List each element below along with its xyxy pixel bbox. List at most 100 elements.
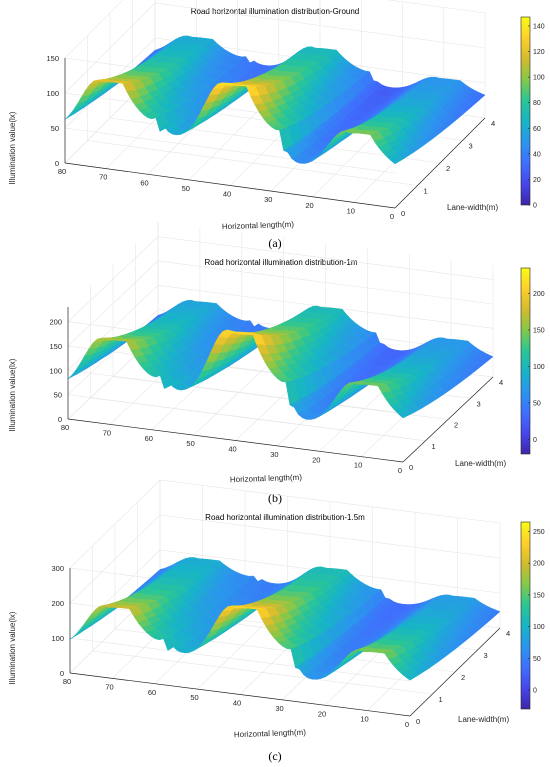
- y-axis-label: Lane-width(m): [458, 715, 509, 724]
- y-axis-label: Lane-width(m): [455, 459, 506, 468]
- x-tick-label: 10: [354, 461, 362, 470]
- x-tick-label: 30: [264, 195, 272, 204]
- colorbar-tick-label: 0: [533, 437, 537, 444]
- colorbar: 0 50 100 150 200 250: [520, 521, 545, 710]
- colorbar-tick-label: 40: [533, 151, 541, 158]
- colorbar-tick-label: 100: [533, 624, 545, 631]
- x-tick-label: 70: [103, 428, 111, 437]
- x-tick-label: 80: [63, 677, 71, 686]
- y-axis-line: [409, 627, 501, 717]
- y-tick-label: 0: [416, 717, 420, 726]
- illumination-surface: [69, 557, 501, 681]
- z-tick-label: 50: [54, 391, 62, 400]
- colorbar-gradient: [520, 16, 531, 206]
- x-tick-label: 30: [270, 450, 278, 459]
- z-tick-label: 50: [51, 124, 59, 133]
- colorbar-tick-label: 0: [533, 203, 537, 210]
- y-tick-label: 3: [469, 142, 473, 151]
- z-axis-label: Illumination value(lx): [8, 611, 17, 684]
- z-tick-label: 150: [49, 342, 62, 351]
- colorbar-tick-label: 0: [533, 688, 537, 695]
- x-tick-label: 40: [233, 699, 241, 708]
- z-tick-label: 300: [51, 564, 64, 573]
- x-tick-label: 80: [61, 423, 69, 432]
- surface-cell: [405, 671, 420, 681]
- illumination-surface: [64, 35, 486, 165]
- colorbar-tick-label: 200: [533, 291, 545, 298]
- z-tick-label: 0: [55, 159, 59, 168]
- y-axis-line: [394, 117, 486, 209]
- y-axis-label: Lane-width(m): [447, 203, 498, 212]
- y-tick-label: 0: [409, 463, 413, 472]
- x-tick-label: 40: [223, 190, 231, 199]
- z-tick-label: 100: [49, 366, 62, 375]
- y-tick-label: 3: [484, 651, 488, 660]
- colorbar-tick-label: 140: [533, 24, 545, 31]
- surface-cell: [398, 410, 413, 419]
- y-tick-label: 2: [446, 164, 450, 173]
- y-tick-label: 4: [491, 119, 495, 128]
- x-axis-label: Horizontal length(m): [234, 728, 307, 740]
- x-tick-label: 10: [347, 206, 355, 215]
- x-tick-label: 20: [312, 455, 320, 464]
- colorbar-tick-label: 50: [533, 400, 541, 407]
- z-tick-label: 100: [51, 634, 64, 643]
- y-tick-label: 1: [439, 695, 443, 704]
- colorbar-tick-label: 20: [533, 177, 541, 184]
- panel-label: (a): [268, 236, 281, 250]
- colorbar: 0 50 100 150 200: [520, 267, 545, 455]
- x-tick-label: 50: [186, 439, 194, 448]
- x-tick-label: 30: [275, 704, 283, 713]
- x-tick-label: 10: [360, 715, 368, 724]
- y-tick-label: 4: [506, 629, 510, 638]
- x-tick-label: 0: [390, 212, 394, 221]
- grid-line-z: [69, 514, 501, 647]
- y-tick-label: 2: [461, 673, 465, 682]
- colorbar: 0 20 40 60 80 100 120 140: [520, 16, 545, 210]
- x-tick-label: 50: [190, 693, 198, 702]
- x-tick-label: 60: [148, 688, 156, 697]
- colorbar-gradient: [520, 267, 531, 455]
- x-tick-label: 60: [140, 178, 148, 187]
- colorbar-tick-label: 120: [533, 49, 545, 56]
- x-tick-label: 20: [318, 709, 326, 718]
- colorbar-tick-label: 50: [533, 656, 541, 663]
- y-axis-line: [402, 376, 494, 463]
- z-tick-label: 0: [58, 415, 62, 424]
- colorbar-tick-label: 100: [533, 364, 545, 371]
- z-axis-label: Illumination value(lx): [8, 358, 17, 431]
- grid-line-z: [67, 284, 494, 414]
- chart-panel-b: Road horizontal illumination distributio…: [8, 222, 545, 505]
- z-tick-label: 100: [46, 89, 59, 98]
- illumination-surface: [67, 300, 494, 420]
- y-tick-label: 4: [499, 378, 503, 387]
- y-tick-label: 1: [424, 187, 428, 196]
- x-tick-label: 0: [398, 466, 402, 475]
- x-tick-label: 80: [58, 167, 66, 176]
- chart-title: Road horizontal illumination distributio…: [205, 513, 365, 522]
- panel-label: (c): [268, 749, 281, 763]
- x-tick-label: 20: [305, 201, 313, 210]
- z-tick-label: 150: [46, 54, 59, 63]
- chart-panel-c: Road horizontal illumination distributio…: [8, 479, 545, 763]
- chart-panel-a: Road horizontal illumination distributio…: [8, 0, 545, 250]
- colorbar-tick-label: 150: [533, 328, 545, 335]
- y-tick-label: 0: [401, 209, 405, 218]
- colorbar-tick-label: 60: [533, 126, 541, 133]
- colorbar-tick-label: 100: [533, 75, 545, 82]
- x-axis-line: [69, 672, 411, 717]
- grid-line-z: [67, 260, 494, 390]
- x-axis-label: Horizontal length(m): [222, 220, 295, 232]
- colorbar-tick-label: 80: [533, 100, 541, 107]
- colorbar-tick-label: 250: [533, 529, 545, 536]
- chart-title: Road horizontal illumination distributio…: [191, 7, 360, 16]
- x-tick-label: 40: [228, 445, 236, 454]
- x-tick-label: 70: [99, 173, 107, 182]
- y-tick-label: 3: [477, 399, 481, 408]
- x-axis-line: [67, 418, 404, 463]
- x-axis-line: [64, 162, 396, 209]
- z-axis-label: Illumination value(lx): [8, 111, 17, 184]
- colorbar-tick-label: 200: [533, 561, 545, 568]
- y-tick-label: 1: [432, 442, 436, 451]
